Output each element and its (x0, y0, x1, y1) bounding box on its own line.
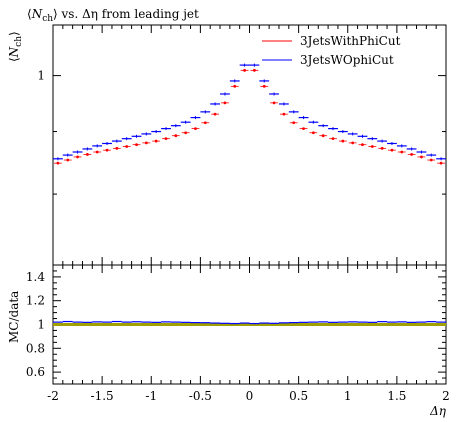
main-y-tick-label: 1 (37, 69, 45, 83)
ylabel-n: N (7, 46, 21, 58)
x-tick-label: -0.5 (189, 389, 212, 403)
x-tick-label: 0 (246, 389, 254, 403)
ratio-y-tick-label: 1 (37, 318, 45, 332)
ratio-panel: 0.6 0.8 1 1.2 1.4 MC/data (7, 264, 447, 385)
x-ticks: -2 -1.5 -1 -0.5 0 0.5 1 1.5 2 (47, 25, 450, 403)
plot-title: ⟨Nch⟩ vs. Δη from leading jet (27, 7, 199, 24)
title-n: N (31, 7, 43, 21)
ratio-series (53, 320, 446, 326)
x-tick-label: 0.5 (289, 389, 308, 403)
title-rest: ⟩ vs. Δη from leading jet (53, 7, 199, 21)
legend-label-wo-phi-cut: 3JetsWOphiCut (300, 53, 394, 67)
x-tick-label: -2 (47, 389, 59, 403)
x-tick-label: -1 (145, 389, 157, 403)
x-tick-label: -1.5 (91, 389, 114, 403)
ratio-y-label: MC/data (7, 291, 21, 343)
ratio-y-tick-label: 0.6 (26, 365, 45, 379)
ylabel-close: ⟩ (7, 31, 21, 36)
ratio-reference-band (53, 323, 446, 326)
series-wo-phi-cut (53, 63, 446, 161)
legend-label-with-phi-cut: 3JetsWithPhiCut (300, 34, 401, 48)
title-open: ⟨ (27, 7, 32, 21)
title-sub: ch (42, 14, 53, 24)
main-y-ticks: 1 (37, 69, 446, 266)
x-tick-label: 1 (344, 389, 352, 403)
main-series (53, 63, 446, 165)
main-y-label: ⟨Nch⟩ (7, 31, 24, 62)
ylabel-sub: ch (14, 36, 24, 47)
x-axis-label: Δη (429, 404, 447, 418)
legend: 3JetsWithPhiCut 3JetsWOphiCut (262, 34, 401, 67)
series-with-phi-cut (54, 68, 445, 165)
ratio-y-tick-label: 0.8 (26, 341, 45, 355)
x-tick-label: 1.5 (387, 389, 406, 403)
ratio-y-tick-label: 1.2 (26, 294, 45, 308)
ratio-y-tick-label: 1.4 (26, 270, 45, 284)
ylabel-open: ⟨ (7, 57, 21, 62)
main-panel: 1 ⟨Nch⟩ (7, 24, 447, 266)
x-tick-label: 2 (442, 389, 450, 403)
